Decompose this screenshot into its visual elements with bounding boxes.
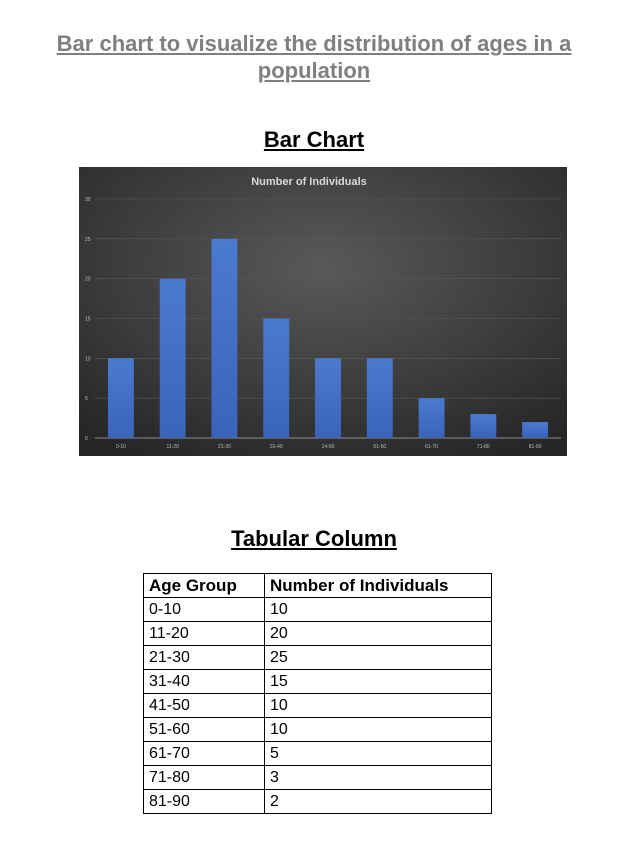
chart-section-heading: Bar Chart: [263, 127, 365, 152]
table-row: 21-30 25: [143, 645, 492, 670]
table-row: 61-70 5: [143, 741, 492, 766]
table-row: 31-40 15: [143, 669, 492, 694]
age-group-cell: 11-20: [143, 621, 265, 646]
x-tick-label: 14-50: [322, 444, 335, 450]
table-section-heading: Tabular Column: [231, 526, 397, 551]
count-cell: 10: [264, 597, 492, 622]
table-row: 71-80 3: [143, 765, 492, 790]
count-cell: 15: [264, 669, 492, 694]
bar-71-80: [470, 414, 497, 438]
count-cell: 2: [264, 789, 492, 814]
bar-51-60: [366, 358, 393, 438]
x-tick-label: 81-90: [529, 444, 542, 450]
age-group-cell: 61-70: [143, 741, 265, 766]
table-row: 81-90 2: [143, 789, 492, 814]
age-group-cell: 31-40: [143, 669, 265, 694]
x-axis-ticks: 0-10 11-20 21-30 31-40 14-50 51-60 61-70 71-80 8…: [116, 444, 542, 450]
count-cell: 10: [264, 717, 492, 742]
y-tick-label: 25: [85, 237, 91, 243]
age-group-cell: 81-90: [143, 789, 265, 814]
y-tick-label: 30: [85, 197, 91, 203]
table-row: 51-60 10: [143, 717, 492, 742]
x-tick-label: 61-70: [425, 444, 438, 450]
bar-chart-svg: Number of Individuals 0 5 10 15 20 25 30 0-10 1…: [79, 167, 567, 456]
bar-31-40: [263, 318, 290, 438]
x-tick-label: 71-80: [477, 444, 490, 450]
y-tick-label: 5: [85, 396, 88, 402]
document-title: Bar chart to visualize the distribution …: [56, 31, 572, 83]
x-tick-label: 31-40: [270, 444, 283, 450]
age-group-cell: 51-60: [143, 717, 265, 742]
count-cell: 5: [264, 741, 492, 766]
x-tick-label: 0-10: [116, 444, 126, 450]
count-cell: 20: [264, 621, 492, 646]
table-row: 11-20 20: [143, 621, 492, 646]
x-tick-label: 11-20: [166, 444, 179, 450]
table-header-row: Age Group Number of Individuals: [143, 573, 492, 598]
age-group-cell: 71-80: [143, 765, 265, 790]
table-row: 0-10 10: [143, 597, 492, 622]
count-cell: 3: [264, 765, 492, 790]
bar-11-20: [159, 278, 186, 438]
age-distribution-table: Age Group Number of Individuals 0-10 10 1…: [143, 573, 492, 814]
bar-61-70: [418, 398, 445, 438]
age-group-cell: 0-10: [143, 597, 265, 622]
y-tick-label: 0: [85, 436, 88, 442]
bars: [107, 238, 549, 438]
bar-81-90: [522, 422, 549, 438]
bar-14-50: [315, 358, 341, 438]
bar-chart: Number of Individuals 0 5 10 15 20 25 30 0-10 1…: [79, 167, 567, 456]
count-cell: 25: [264, 645, 492, 670]
count-cell: 10: [264, 693, 492, 718]
bar-21-30: [211, 238, 238, 438]
header-number-of-individuals: Number of Individuals: [264, 573, 492, 598]
bar-0-10: [107, 358, 134, 438]
y-tick-label: 15: [85, 317, 91, 323]
x-tick-label: 21-30: [218, 444, 231, 450]
y-tick-label: 10: [85, 356, 91, 362]
y-tick-label: 20: [85, 277, 91, 283]
y-axis-ticks: 0 5 10 15 20 25 30: [85, 197, 91, 442]
chart-title: Number of Individuals: [251, 176, 367, 188]
age-group-cell: 21-30: [143, 645, 265, 670]
age-group-cell: 41-50: [143, 693, 265, 718]
header-age-group: Age Group: [143, 573, 265, 598]
x-tick-label: 51-60: [373, 444, 386, 450]
table-row: 41-50 10: [143, 693, 492, 718]
